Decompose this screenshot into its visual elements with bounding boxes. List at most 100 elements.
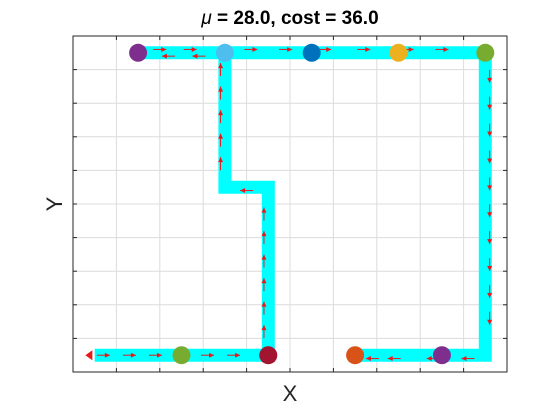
arrow-right — [279, 46, 293, 52]
node-point — [172, 346, 191, 365]
arrow-head — [287, 46, 293, 52]
arrow-head — [487, 319, 493, 325]
arrow-head — [218, 86, 224, 92]
y-axis-label: Y — [42, 196, 67, 211]
node-point — [432, 346, 451, 365]
arrow-right — [435, 46, 449, 52]
arrow-head — [252, 46, 258, 52]
arrow-down — [487, 204, 493, 218]
arrow-right — [122, 352, 136, 358]
x-axis-label: X — [283, 381, 298, 406]
arrow-right — [227, 352, 241, 358]
arrow-head — [161, 46, 167, 52]
nodes — [129, 43, 495, 365]
arrow-left — [161, 53, 175, 59]
arrow-right — [183, 46, 197, 52]
arrow-up — [218, 86, 224, 100]
arrow-left — [240, 188, 254, 194]
arrow-head — [443, 46, 449, 52]
arrow-down — [487, 96, 493, 110]
arrow-head — [487, 212, 493, 218]
arrow-right — [318, 46, 332, 52]
node-point — [346, 346, 365, 365]
arrow-head — [192, 53, 198, 59]
arrow-head — [261, 301, 267, 307]
node-point — [259, 346, 278, 365]
arrow-left — [192, 53, 206, 59]
arrow-left — [461, 356, 475, 362]
arrow-head — [218, 110, 224, 116]
arrow-up — [261, 301, 267, 315]
arrow-head — [487, 158, 493, 164]
arrow-head — [209, 352, 215, 358]
arrow-head — [261, 278, 267, 284]
arrow-head — [365, 46, 371, 52]
arrow-left — [387, 356, 401, 362]
arrow-up — [261, 254, 267, 268]
arrow-head — [326, 46, 332, 52]
node-point — [129, 43, 148, 62]
arrow-up — [261, 231, 267, 245]
arrow-head — [130, 352, 136, 358]
arrow-head — [487, 104, 493, 110]
arrow-right — [153, 46, 167, 52]
arrow-head — [240, 188, 246, 194]
arrow-head — [387, 356, 393, 362]
arrow-up — [218, 133, 224, 147]
arrow-head — [191, 46, 197, 52]
arrow-down — [487, 177, 493, 191]
arrow-head — [487, 131, 493, 137]
arrow-head — [261, 207, 267, 213]
arrow-head — [218, 157, 224, 163]
arrow-head — [161, 53, 167, 59]
axis-ticks — [73, 36, 507, 372]
title-text-rest: = 28.0, cost = 36.0 — [212, 8, 379, 29]
arrow-down — [487, 150, 493, 164]
arrow-head — [487, 265, 493, 271]
arrow-head — [156, 352, 162, 358]
arrow-head — [218, 133, 224, 139]
start-marker — [85, 350, 93, 361]
node-point — [389, 43, 408, 62]
arrow-head — [408, 46, 414, 52]
node-point — [302, 43, 321, 62]
arrow-head — [461, 356, 467, 362]
node-point — [215, 43, 234, 62]
arrow-down — [487, 311, 493, 325]
arrow-head — [487, 185, 493, 191]
arrow-right — [357, 46, 371, 52]
arrow-head — [487, 292, 493, 298]
arrow-right — [244, 46, 258, 52]
arrow-up — [261, 325, 267, 339]
arrow-head — [104, 352, 110, 358]
arrow-up — [218, 110, 224, 124]
arrow-down — [487, 123, 493, 137]
arrow-right — [148, 352, 162, 358]
arrow-up — [261, 278, 267, 292]
arrow-up — [261, 207, 267, 221]
arrow-down — [487, 257, 493, 271]
arrow-head — [426, 356, 432, 362]
arrow-head — [261, 325, 267, 331]
node-point — [476, 43, 495, 62]
arrow-head — [235, 352, 241, 358]
arrow-up — [218, 63, 224, 77]
arrow-head — [487, 239, 493, 245]
grid — [73, 36, 507, 372]
arrow-head — [218, 63, 224, 69]
arrow-right — [96, 352, 110, 358]
direction-arrows — [85, 46, 493, 362]
chart-title: μ = 28.0, cost = 36.0 — [200, 8, 378, 29]
arrow-left — [365, 356, 379, 362]
arrow-head — [261, 254, 267, 260]
arrow-up — [218, 157, 224, 171]
title-mu-symbol: μ — [200, 8, 212, 29]
arrow-down — [487, 69, 493, 83]
arrow-head — [261, 231, 267, 237]
arrow-down — [487, 231, 493, 245]
arrow-head — [487, 77, 493, 83]
arrow-down — [487, 284, 493, 298]
arrow-head — [365, 356, 371, 362]
arrow-right — [201, 352, 215, 358]
